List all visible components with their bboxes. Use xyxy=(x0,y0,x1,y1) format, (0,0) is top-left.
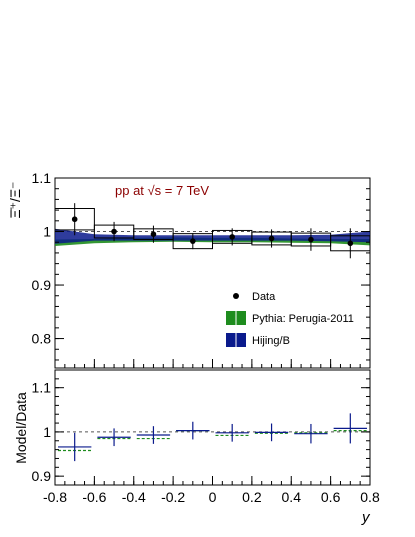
y-axis-ticks: 0.9 1 1.1 xyxy=(32,369,370,486)
y-tick-label: 0.9 xyxy=(32,277,52,293)
model-data-panel-frame xyxy=(54,369,371,486)
y-tick-label: 1 xyxy=(43,424,51,440)
legend: Data Pythia: Perugia-2011 Hijing/B xyxy=(226,291,354,347)
data-point xyxy=(347,240,354,247)
x-axis-label: y xyxy=(361,509,371,526)
y-axis-ticks: 0.8 0.9 1 1.1 xyxy=(32,170,370,361)
ratio-y-axis-label: Ξ̄⁺/Ξ⁻ xyxy=(7,182,23,219)
data-point xyxy=(229,234,235,240)
data-points xyxy=(71,203,354,259)
data-point xyxy=(268,235,275,242)
y-tick-label: 1 xyxy=(43,224,51,240)
y-tick-label: 0.9 xyxy=(32,468,52,484)
x-tick-label: 0.4 xyxy=(282,489,302,505)
data-point xyxy=(111,228,117,235)
y-tick-label: 1.1 xyxy=(32,170,52,186)
x-tick-label: 0 xyxy=(209,489,217,505)
ratio-panel: 0.8 0.9 1 1.1 pp at √s = 7 TeV Ξ̄⁺/Ξ⁻ Data P… xyxy=(7,170,371,369)
legend-label: Data xyxy=(252,291,276,303)
ratio-panel-frame xyxy=(54,177,371,369)
model-ratio-series xyxy=(58,413,367,462)
legend-label: Hijing/B xyxy=(252,335,290,347)
x-tick-label: -0.4 xyxy=(122,489,146,505)
legend-marker-data xyxy=(233,293,239,299)
x-axis-ticks xyxy=(54,359,371,368)
data-point xyxy=(190,238,196,244)
x-axis-ticks: -0.8 -0.6 -0.4 -0.2 0 0.2 0.4 0.6 0.8 xyxy=(43,476,380,505)
x-tick-label: -0.6 xyxy=(82,489,106,505)
data-point xyxy=(308,236,314,243)
x-tick-label: 0.8 xyxy=(360,489,380,505)
y-tick-label: 1.1 xyxy=(32,380,52,396)
legend-label: Pythia: Perugia-2011 xyxy=(252,313,354,325)
model-data-panel: 0.9 1 1.1 -0.8 -0.6 -0.4 -0.2 0 0.2 0.4 0.6 0.8 Mo… xyxy=(13,369,380,526)
model-data-y-axis-label: Model/Data xyxy=(13,392,29,464)
data-point xyxy=(71,216,78,223)
x-tick-label: 0.2 xyxy=(242,489,262,505)
collision-annotation-text: pp at √s = 7 TeV xyxy=(115,183,209,198)
x-tick-label: -0.8 xyxy=(43,489,67,505)
data-point xyxy=(150,231,157,237)
x-tick-label: 0.6 xyxy=(321,489,341,505)
y-tick-label: 0.8 xyxy=(32,331,52,347)
x-tick-label: -0.2 xyxy=(161,489,185,505)
collision-annotation: pp at √s = 7 TeV xyxy=(115,183,209,198)
